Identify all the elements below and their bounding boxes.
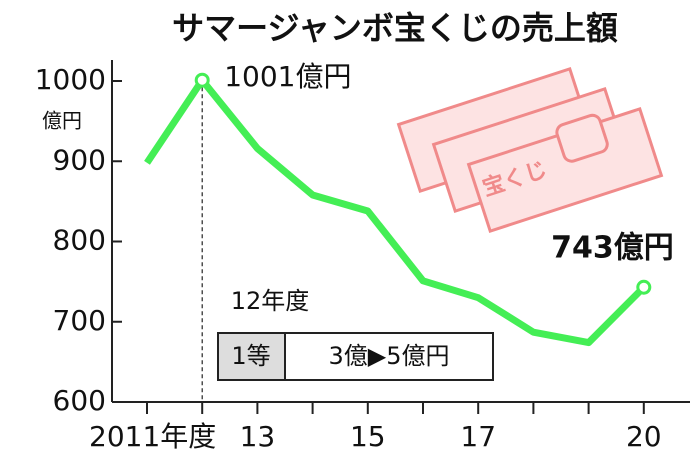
y-tick-label: 800 <box>53 224 106 257</box>
prize-text: 3億▶5億円 <box>329 342 450 370</box>
y-tick-label: 700 <box>53 304 106 337</box>
annotation: 12年度 <box>231 287 310 315</box>
value-label: 1001億円 <box>224 60 351 93</box>
prize-label: 1等 <box>231 342 270 370</box>
y-tick-label: 1000 <box>35 63 106 96</box>
ticket-illustration <box>396 67 664 233</box>
chart-title: サマージャンボ宝くじの売上額 <box>172 9 618 47</box>
ticket <box>466 107 664 233</box>
prize-cell <box>284 332 494 381</box>
x-tick-label: 2011年度 <box>89 420 216 453</box>
point-marker <box>194 72 210 88</box>
x-tick-label: 17 <box>460 420 496 453</box>
data-line <box>144 76 647 347</box>
y-tick-label: 600 <box>53 384 106 417</box>
point-marker <box>636 279 652 295</box>
y-unit: 億円 <box>42 109 82 133</box>
x-tick-label: 15 <box>350 420 386 453</box>
x-tick-label: 13 <box>240 420 276 453</box>
value-label: 743億円 <box>551 231 674 266</box>
ticket-window <box>555 113 609 163</box>
x-tick-label: 20 <box>626 420 662 453</box>
y-tick-label: 900 <box>53 143 106 176</box>
